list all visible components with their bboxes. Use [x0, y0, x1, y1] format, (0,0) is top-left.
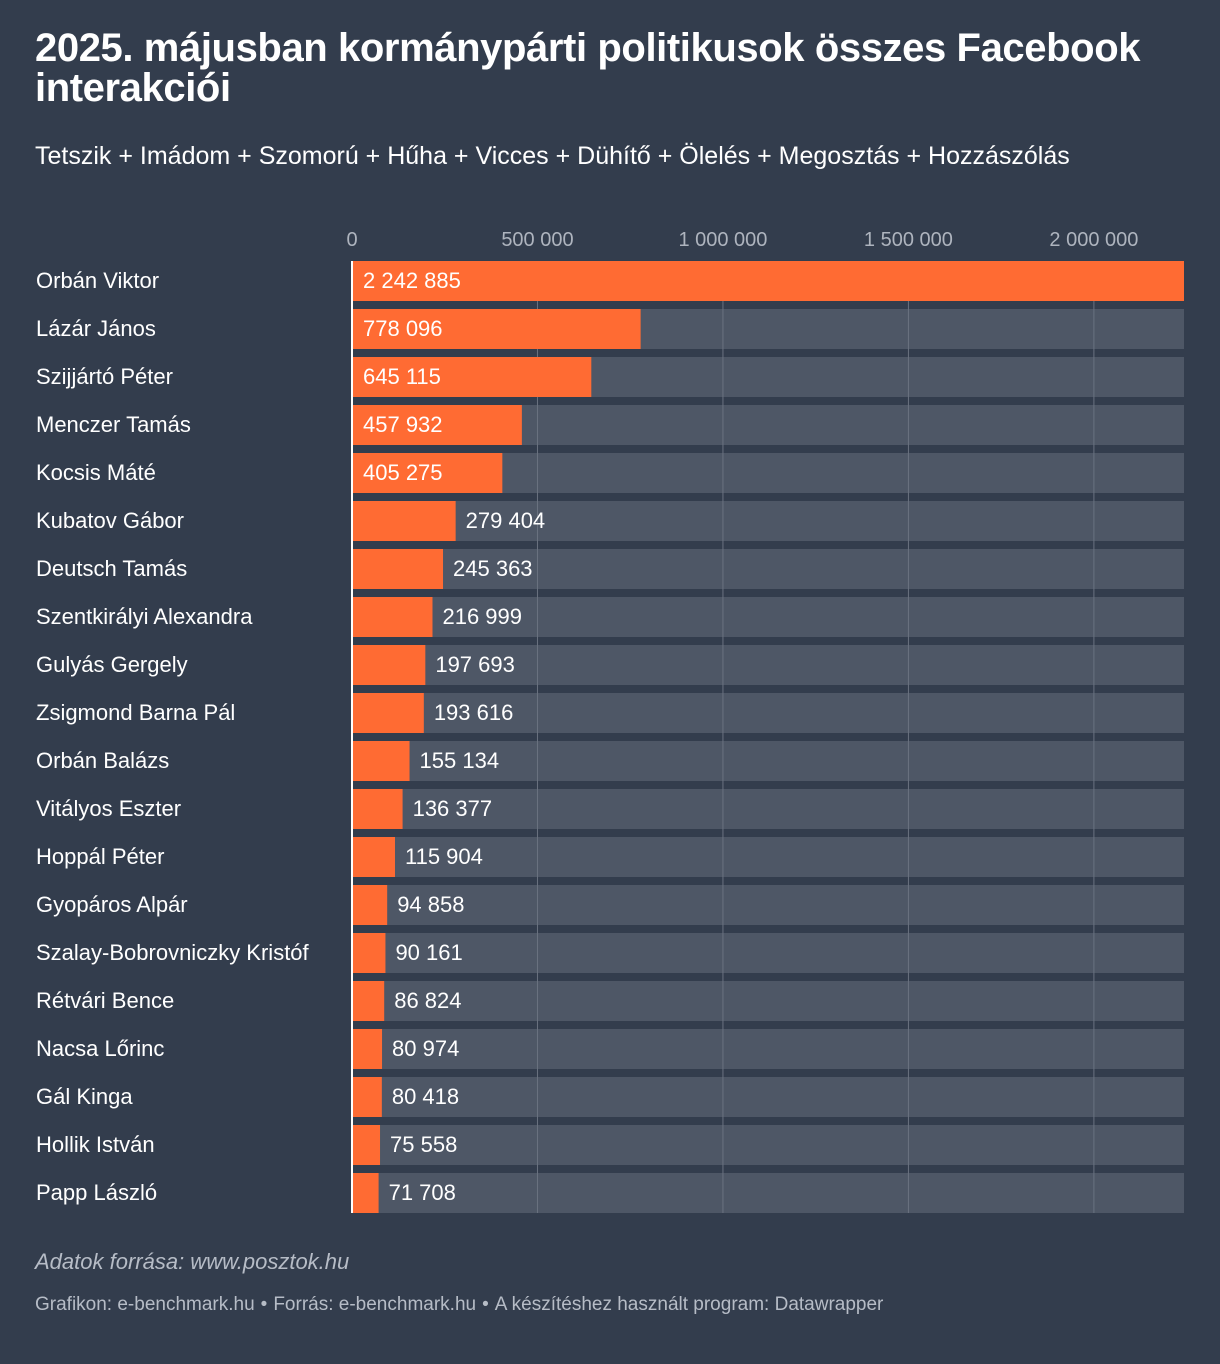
value-label: 457 932 [363, 412, 443, 437]
category-label: Deutsch Tamás [36, 556, 187, 581]
bar [352, 789, 403, 829]
value-label: 75 558 [390, 1132, 457, 1157]
value-label: 94 858 [397, 892, 464, 917]
value-label: 778 096 [363, 316, 443, 341]
value-label: 86 824 [394, 988, 461, 1013]
x-tick-label: 1 500 000 [864, 229, 953, 251]
value-label: 405 275 [363, 460, 443, 485]
category-label: Nacsa Lőrinc [36, 1036, 164, 1061]
category-label: Szalay-Bobrovniczky Kristóf [36, 940, 310, 965]
credit-separator: • [482, 1294, 489, 1315]
bar [352, 981, 385, 1021]
category-label: Rétvári Bence [36, 988, 174, 1013]
credit-tool: A készítéshez használt program: Datawrap… [494, 1294, 884, 1315]
value-label: 71 708 [389, 1180, 456, 1205]
category-label: Szijjártó Péter [36, 364, 173, 389]
bar [352, 741, 410, 781]
category-label: Hoppál Péter [36, 844, 164, 869]
bar [352, 837, 395, 877]
bar-track [352, 789, 1184, 829]
category-label: Orbán Viktor [36, 268, 159, 293]
bar [352, 453, 503, 493]
value-label: 245 363 [453, 556, 533, 581]
value-label: 216 999 [442, 604, 522, 629]
bar [352, 933, 386, 973]
bar [352, 405, 522, 445]
category-label: Szentkirályi Alexandra [36, 604, 253, 629]
bar-track [352, 549, 1184, 589]
value-label: 197 693 [435, 652, 515, 677]
chart-subtitle: Tetszik + Imádom + Szomorú + Hűha + Vicc… [35, 142, 1070, 170]
bar-track [352, 693, 1184, 733]
category-label: Papp László [36, 1180, 157, 1205]
bar [352, 597, 433, 637]
category-label: Kubatov Gábor [36, 508, 184, 533]
credits-line: Grafikon: e-benchmark.hu • Forrás: e-bench… [35, 1294, 883, 1316]
data-source-note: Adatok forrása: www.posztok.hu [35, 1249, 350, 1274]
bar-track [352, 981, 1184, 1021]
bar-track [352, 933, 1184, 973]
value-label: 115 904 [405, 844, 483, 869]
bar-track [352, 501, 1184, 541]
bar-track [352, 741, 1184, 781]
x-tick-label: 500 000 [501, 229, 573, 251]
bar [352, 501, 456, 541]
bar-track [352, 597, 1184, 637]
bar [352, 309, 641, 349]
category-label: Zsigmond Barna Pál [36, 700, 235, 725]
category-label: Lázár János [36, 316, 156, 341]
bar [352, 1077, 382, 1117]
chart-title: 2025. májusban kormánypárti politikusok … [35, 26, 1141, 110]
bar-track [352, 1125, 1184, 1165]
category-label: Menczer Tamás [36, 412, 191, 437]
value-label: 155 134 [420, 748, 500, 773]
x-tick-label: 2 000 000 [1049, 229, 1138, 251]
bar [352, 885, 388, 925]
bar [352, 693, 424, 733]
x-tick-label: 1 000 000 [678, 229, 767, 251]
category-label: Hollik István [36, 1132, 155, 1157]
value-label: 80 974 [392, 1036, 459, 1061]
bar-track [352, 645, 1184, 685]
credit-separator: • [260, 1294, 268, 1315]
bar-track [352, 837, 1184, 877]
credit-source: Forrás: e-benchmark.hu [273, 1294, 477, 1315]
bar [352, 549, 444, 589]
bar-track [352, 1077, 1184, 1117]
value-label: 90 161 [395, 940, 462, 965]
category-label: Kocsis Máté [36, 460, 156, 485]
bar [352, 261, 1184, 301]
x-tick-label: 0 [346, 229, 357, 251]
category-label: Orbán Balázs [36, 748, 169, 773]
bar [352, 1029, 383, 1069]
bar [352, 1125, 381, 1165]
category-label: Gyopáros Alpár [36, 892, 188, 917]
bar [352, 357, 592, 397]
bar-track [352, 1029, 1184, 1069]
value-label: 80 418 [392, 1084, 459, 1109]
bar [352, 1173, 379, 1213]
category-label: Gál Kinga [36, 1084, 133, 1109]
bar-track [352, 885, 1184, 925]
bar-chart: 0 500 000 1 000 000 1 500 000 2 000 000 Orbán… [36, 229, 1184, 1213]
value-label: 136 377 [413, 796, 493, 821]
category-label: Vitályos Eszter [36, 796, 181, 821]
category-label: Gulyás Gergely [36, 652, 188, 677]
bar [352, 645, 426, 685]
credit-graphic: Grafikon: e-benchmark.hu [35, 1294, 255, 1315]
value-label: 279 404 [466, 508, 546, 533]
value-label: 645 115 [363, 364, 441, 389]
value-label: 2 242 885 [363, 268, 461, 293]
bar-track [352, 1173, 1184, 1213]
value-label: 193 616 [434, 700, 514, 725]
